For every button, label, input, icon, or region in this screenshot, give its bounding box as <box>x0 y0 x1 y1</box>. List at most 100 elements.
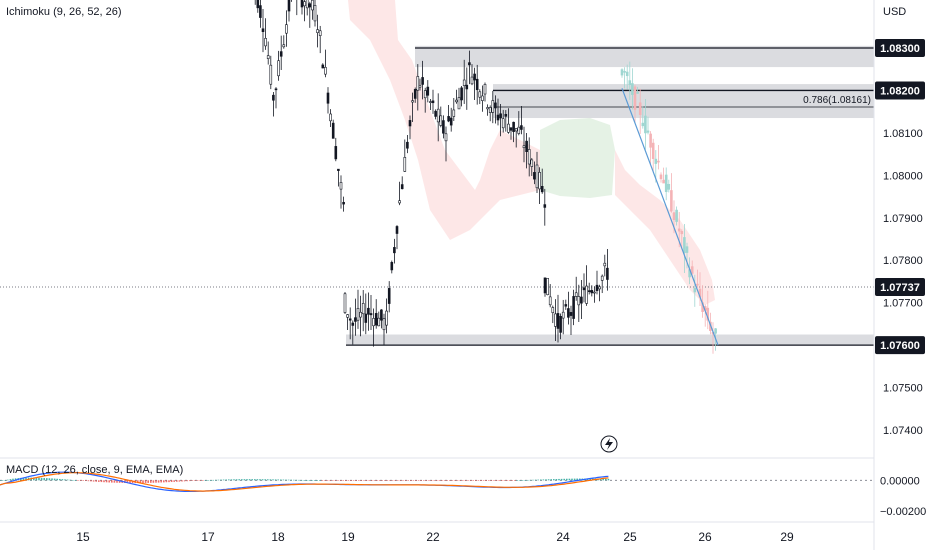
macd-histogram-bar <box>59 478 61 481</box>
level-badge <box>875 81 925 100</box>
candle <box>600 275 604 281</box>
macd-histogram-bar <box>475 480 477 481</box>
candle <box>641 122 645 127</box>
candle <box>654 158 658 164</box>
macd-histogram-bar <box>181 480 183 482</box>
x-tick-label: 18 <box>271 530 285 544</box>
candle <box>546 277 549 296</box>
macd-histogram-bar <box>532 479 534 481</box>
macd-histogram-bar <box>69 479 71 481</box>
macd-histogram-bar <box>246 479 248 481</box>
candle <box>395 226 399 234</box>
candle <box>559 315 562 333</box>
indicator-label[interactable]: Ichimoku (9, 26, 52, 26) <box>6 6 122 18</box>
candle <box>274 88 278 91</box>
macd-histogram-bar <box>293 479 295 481</box>
macd-histogram-bar <box>90 480 92 482</box>
macd-label[interactable]: MACD (12, 26, close, 9, EMA, EMA) <box>6 464 183 476</box>
macd-histogram-bar <box>228 479 230 481</box>
candle <box>342 201 345 205</box>
macd-histogram-bar <box>64 479 66 481</box>
macd-histogram-bar <box>53 478 56 481</box>
candle <box>393 247 396 254</box>
candle <box>499 113 502 119</box>
candle <box>473 73 476 81</box>
x-tick-label: 24 <box>556 530 570 544</box>
macd-histogram-bar <box>87 480 90 482</box>
candle <box>413 89 417 99</box>
macd-histogram-bar <box>280 479 282 481</box>
macd-histogram-bar <box>519 480 521 481</box>
candle <box>685 246 689 253</box>
macd-histogram-bar <box>209 480 212 481</box>
flash-icon[interactable] <box>600 435 618 453</box>
candle <box>590 290 594 294</box>
macd-histogram-bar <box>602 478 604 481</box>
macd-histogram-bar <box>126 480 129 484</box>
y-tick-label: 1.07400 <box>883 425 923 437</box>
candle <box>277 60 280 77</box>
macd-histogram-bar <box>230 479 233 481</box>
candle <box>256 0 260 9</box>
candle <box>483 84 487 95</box>
macd-histogram-bar <box>547 479 550 481</box>
macd-histogram-bar <box>558 478 560 481</box>
current-price-badge <box>875 277 925 296</box>
macd-histogram-bar <box>462 480 464 481</box>
macd-histogram-bar <box>350 480 352 481</box>
macd-histogram-bar <box>295 479 298 481</box>
candle <box>308 3 312 8</box>
candle <box>587 290 591 292</box>
candle <box>631 83 634 95</box>
candle <box>491 100 495 113</box>
candle <box>457 97 461 110</box>
macd-histogram-bar <box>482 480 485 481</box>
macd-histogram-bar <box>443 480 446 481</box>
macd-histogram-bar <box>116 480 118 483</box>
candle <box>680 231 684 235</box>
candle <box>585 285 588 304</box>
candle <box>598 286 601 290</box>
macd-histogram-bar <box>243 479 246 481</box>
candle <box>462 79 466 86</box>
macd-histogram-bar <box>326 480 329 481</box>
y-tick-label: 1.07700 <box>883 298 923 310</box>
level-badge <box>875 39 925 57</box>
candle <box>439 115 443 126</box>
macd-histogram-bar <box>217 479 220 481</box>
macd-histogram-bar <box>524 480 526 481</box>
macd-histogram-bar <box>82 480 84 481</box>
macd-histogram-bar <box>508 480 511 481</box>
candle <box>509 127 513 131</box>
macd-tick-label: 0.00000 <box>880 475 920 487</box>
macd-histogram-bar <box>204 480 207 481</box>
y-tick-label: 1.08100 <box>883 128 923 140</box>
candle <box>390 262 394 271</box>
macd-histogram-bar <box>579 478 581 481</box>
candle <box>633 86 637 110</box>
macd-histogram-bar <box>160 480 162 483</box>
macd-histogram-bar <box>376 480 378 481</box>
candle <box>672 212 676 220</box>
macd-histogram-bar <box>191 480 194 481</box>
candle <box>662 179 665 184</box>
candle <box>351 322 355 326</box>
price-pane[interactable]: 0.786(1.08161) <box>0 0 874 354</box>
candle <box>677 228 681 232</box>
macd-histogram-bar <box>521 480 524 481</box>
macd-histogram-bar <box>165 480 168 483</box>
macd-histogram-bar <box>438 480 441 481</box>
candle <box>282 44 286 48</box>
macd-histogram-bar <box>490 480 493 481</box>
macd-pane[interactable] <box>0 471 874 492</box>
macd-histogram-bar <box>386 480 389 481</box>
macd-histogram-bar <box>485 480 487 481</box>
candle <box>514 128 518 132</box>
level-badge-label: 1.07600 <box>880 340 920 352</box>
macd-histogram-bar <box>449 480 451 481</box>
candle <box>303 1 306 7</box>
macd-histogram-bar <box>566 478 568 481</box>
candle <box>318 30 322 36</box>
